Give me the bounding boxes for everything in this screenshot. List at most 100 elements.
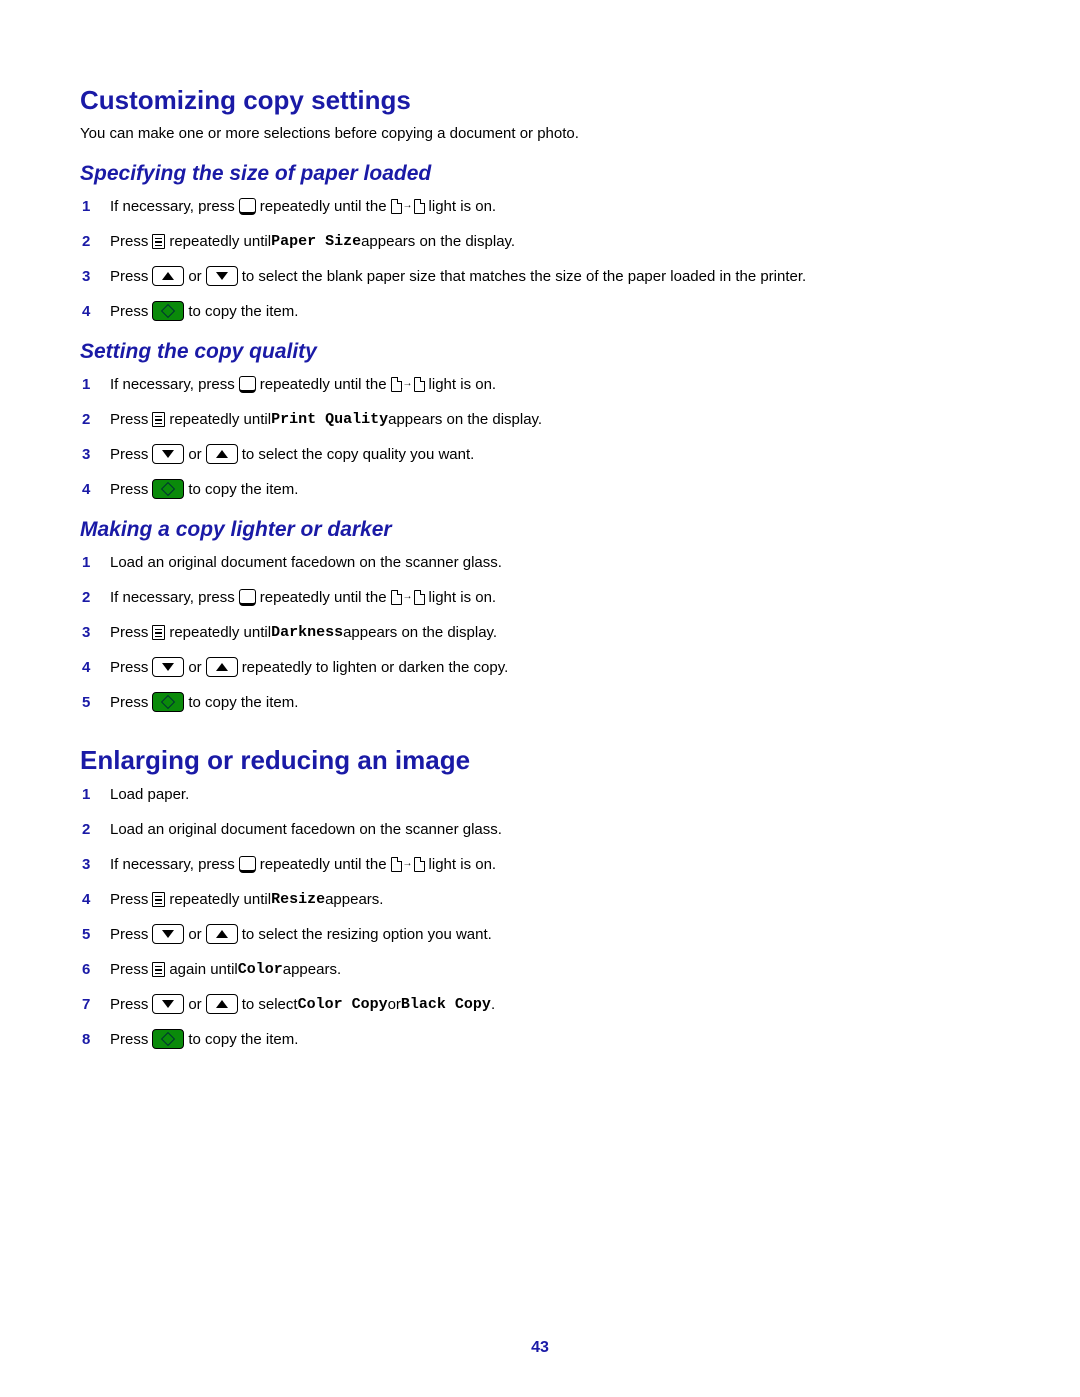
subheading-paper-size: Specifying the size of paper loaded <box>80 162 1000 186</box>
list-item: 3 Press or to select the copy quality yo… <box>80 444 1000 465</box>
step-text: or <box>188 657 201 678</box>
step-text: light is on. <box>429 854 497 875</box>
step-text: Press <box>110 479 148 500</box>
heading-enlarging: Enlarging or reducing an image <box>80 745 1000 776</box>
step-text: Press <box>110 409 148 430</box>
down-arrow-button-icon <box>152 994 184 1014</box>
mode-button-icon <box>239 589 256 606</box>
step-text: If necessary, press <box>110 374 235 395</box>
step-text: or <box>188 444 201 465</box>
step-text: to copy the item. <box>188 692 298 713</box>
step-text: to copy the item. <box>188 479 298 500</box>
menu-icon <box>152 892 165 907</box>
list-item: 2 If necessary, press repeatedly until t… <box>80 587 1000 608</box>
step-text: Press <box>110 994 148 1015</box>
menu-icon <box>152 412 165 427</box>
step-text: light is on. <box>429 374 497 395</box>
up-arrow-button-icon <box>206 994 238 1014</box>
step-text: appears on the display. <box>343 622 497 643</box>
list-item: 2 Load an original document facedown on … <box>80 819 1000 840</box>
step-text: If necessary, press <box>110 854 235 875</box>
steps-copy-quality: 1 If necessary, press repeatedly until t… <box>80 374 1000 500</box>
list-item: 5 Press or to select the resizing option… <box>80 924 1000 945</box>
copy-mode-light-icon: → <box>391 856 425 872</box>
step-number: 2 <box>82 409 104 430</box>
step-number: 1 <box>82 374 104 395</box>
list-item: 1 If necessary, press repeatedly until t… <box>80 196 1000 217</box>
step-text: appears on the display. <box>388 409 542 430</box>
list-item: 1 Load an original document facedown on … <box>80 552 1000 573</box>
step-number: 5 <box>82 692 104 713</box>
start-button-icon <box>152 479 184 499</box>
step-number: 4 <box>82 301 104 322</box>
list-item: 4 Press or repeatedly to lighten or dark… <box>80 657 1000 678</box>
step-number: 4 <box>82 479 104 500</box>
list-item: 2 Press repeatedly until Print Quality a… <box>80 409 1000 430</box>
heading-customizing: Customizing copy settings <box>80 85 1000 116</box>
step-text: repeatedly to lighten or darken the copy… <box>242 657 509 678</box>
step-text: Press <box>110 692 148 713</box>
display-text: Color Copy <box>298 994 388 1015</box>
display-text: Black Copy <box>401 994 491 1015</box>
step-text: to select the blank paper size that matc… <box>242 266 807 287</box>
step-number: 5 <box>82 924 104 945</box>
mode-button-icon <box>239 856 256 873</box>
step-text: Press <box>110 231 148 252</box>
start-button-icon <box>152 301 184 321</box>
step-number: 4 <box>82 889 104 910</box>
menu-icon <box>152 625 165 640</box>
step-text: to select the resizing option you want. <box>242 924 492 945</box>
step-text: Load an original document facedown on th… <box>110 552 502 573</box>
steps-lighter-darker: 1 Load an original document facedown on … <box>80 552 1000 713</box>
step-text: Press <box>110 889 148 910</box>
list-item: 7 Press or to select Color Copy or Black… <box>80 994 1000 1015</box>
step-text: to copy the item. <box>188 1029 298 1050</box>
step-text: Press <box>110 622 148 643</box>
step-number: 7 <box>82 994 104 1015</box>
down-arrow-button-icon <box>206 266 238 286</box>
step-text: repeatedly until the <box>260 374 387 395</box>
steps-paper-size: 1 If necessary, press repeatedly until t… <box>80 196 1000 322</box>
step-text: Press <box>110 924 148 945</box>
up-arrow-button-icon <box>152 266 184 286</box>
list-item: 3 Press repeatedly until Darkness appear… <box>80 622 1000 643</box>
step-number: 1 <box>82 552 104 573</box>
step-text: or <box>188 994 201 1015</box>
step-text: to select <box>242 994 298 1015</box>
step-text: If necessary, press <box>110 587 235 608</box>
step-number: 1 <box>82 196 104 217</box>
step-number: 3 <box>82 444 104 465</box>
display-text: Print Quality <box>271 409 388 430</box>
list-item: 8 Press to copy the item. <box>80 1029 1000 1050</box>
list-item: 5 Press to copy the item. <box>80 692 1000 713</box>
up-arrow-button-icon <box>206 924 238 944</box>
step-text: light is on. <box>429 587 497 608</box>
display-text: Paper Size <box>271 231 361 252</box>
down-arrow-button-icon <box>152 924 184 944</box>
step-text: or <box>188 924 201 945</box>
step-number: 4 <box>82 657 104 678</box>
step-text: repeatedly until <box>169 889 271 910</box>
subheading-lighter-darker: Making a copy lighter or darker <box>80 518 1000 542</box>
list-item: 3 If necessary, press repeatedly until t… <box>80 854 1000 875</box>
list-item: 2 Press repeatedly until Paper Size appe… <box>80 231 1000 252</box>
step-number: 6 <box>82 959 104 980</box>
start-button-icon <box>152 692 184 712</box>
list-item: 3 Press or to select the blank paper siz… <box>80 266 1000 287</box>
down-arrow-button-icon <box>152 444 184 464</box>
step-text: repeatedly until the <box>260 587 387 608</box>
step-text: Press <box>110 1029 148 1050</box>
copy-mode-light-icon: → <box>391 198 425 214</box>
step-number: 2 <box>82 819 104 840</box>
step-text: Press <box>110 444 148 465</box>
up-arrow-button-icon <box>206 444 238 464</box>
step-text: or <box>388 994 401 1015</box>
step-text: If necessary, press <box>110 196 235 217</box>
list-item: 4 Press to copy the item. <box>80 301 1000 322</box>
page-number: 43 <box>0 1339 1080 1357</box>
step-number: 2 <box>82 587 104 608</box>
list-item: 1 If necessary, press repeatedly until t… <box>80 374 1000 395</box>
menu-icon <box>152 962 165 977</box>
step-text: appears. <box>283 959 341 980</box>
step-text: . <box>491 994 495 1015</box>
